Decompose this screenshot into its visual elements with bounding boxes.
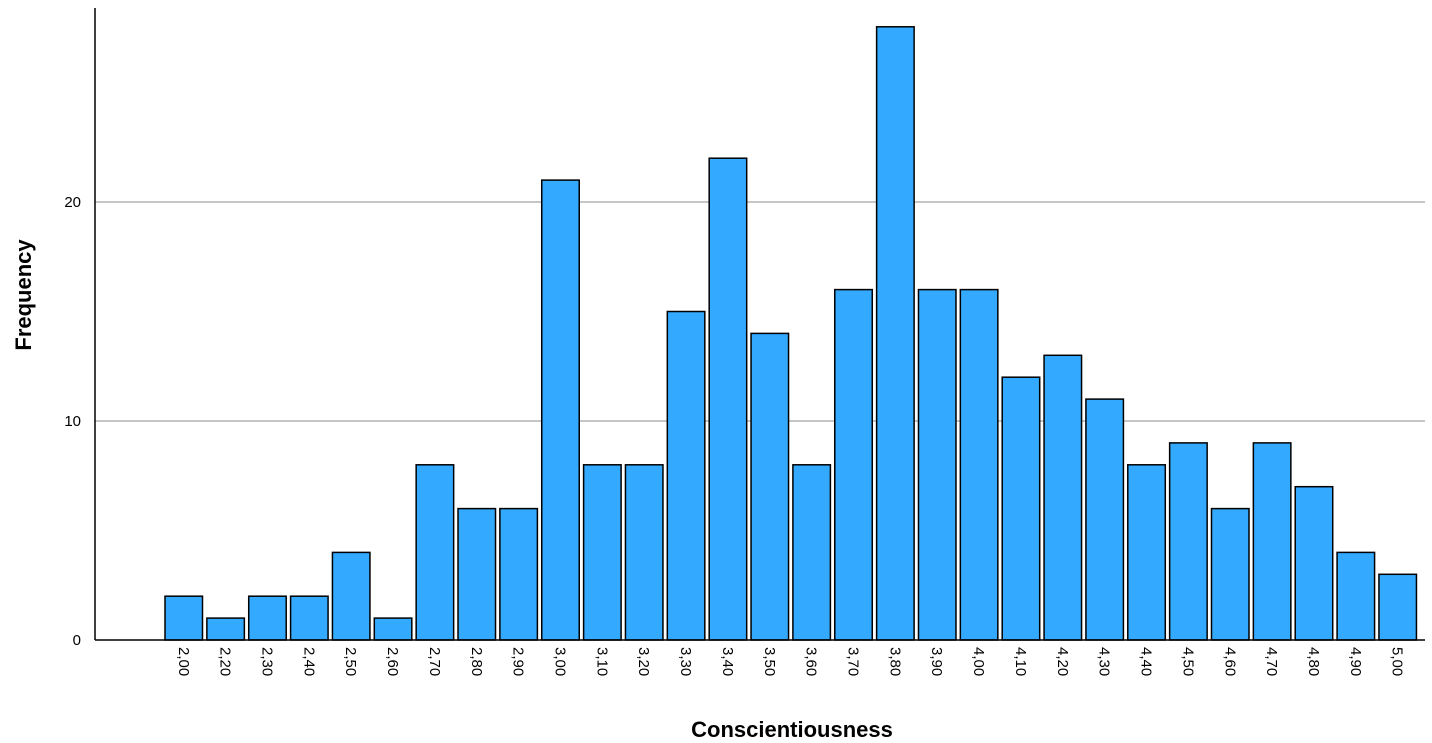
bar-2,20 xyxy=(206,617,246,641)
x-tick-label: 2,40 xyxy=(300,647,317,676)
x-tick-label: 4,60 xyxy=(1221,647,1238,676)
bar-3,40 xyxy=(708,157,748,641)
bar-4,90 xyxy=(1336,551,1376,641)
bar-3,00 xyxy=(540,179,580,641)
y-tick-label: 10 xyxy=(64,413,81,430)
x-tick-label: 3,80 xyxy=(886,647,903,676)
x-tick-label: 2,50 xyxy=(342,647,359,676)
x-tick-label: 3,60 xyxy=(803,647,820,676)
x-tick-label: 4,40 xyxy=(1138,647,1155,676)
x-tick-label: 4,30 xyxy=(1096,647,1113,676)
x-tick-label: 2,60 xyxy=(384,647,401,676)
x-tick-label: 3,10 xyxy=(593,647,610,676)
x-tick-label: 3,90 xyxy=(928,647,945,676)
bars xyxy=(164,26,1418,641)
bar-3,50 xyxy=(750,332,790,641)
x-tick-labels: 2,00 2,20 2,30 2,40 2,50 2,60 2,70 2,80 2,90 3,00… xyxy=(175,647,1406,676)
x-tick-label: 3,30 xyxy=(677,647,694,676)
x-tick-label: 2,00 xyxy=(175,647,192,676)
x-tick-label: 2,30 xyxy=(258,647,275,676)
y-tick-label: 20 xyxy=(64,194,81,211)
bar-2,60 xyxy=(373,617,413,641)
bar-2,70 xyxy=(415,464,455,641)
x-tick-label: 2,90 xyxy=(510,647,527,676)
x-tick-label: 4,20 xyxy=(1054,647,1071,676)
bar-4,20 xyxy=(1043,354,1083,641)
bar-2,50 xyxy=(331,551,371,641)
x-tick-label: 3,40 xyxy=(719,647,736,676)
x-tick-label: 4,10 xyxy=(1012,647,1029,676)
bar-3,80 xyxy=(875,26,915,641)
bar-3,30 xyxy=(666,310,706,641)
bar-2,40 xyxy=(289,595,329,641)
bar-3,10 xyxy=(582,464,622,641)
bar-4,50 xyxy=(1168,442,1208,641)
bar-5,00 xyxy=(1378,573,1418,641)
x-tick-label: 5,00 xyxy=(1389,647,1406,676)
y-tick-label: 0 xyxy=(73,632,81,649)
bar-4,10 xyxy=(1001,376,1041,641)
bar-3,90 xyxy=(917,288,957,641)
x-tick-label: 4,50 xyxy=(1179,647,1196,676)
x-tick-label: 4,70 xyxy=(1263,647,1280,676)
bar-3,20 xyxy=(624,464,664,641)
x-tick-label: 4,00 xyxy=(970,647,987,676)
bar-2,00 xyxy=(164,595,204,641)
x-tick-label: 3,50 xyxy=(761,647,778,676)
x-tick-label: 2,70 xyxy=(426,647,443,676)
bar-3,70 xyxy=(834,288,874,641)
x-tick-label: 3,00 xyxy=(551,647,568,676)
bar-3,60 xyxy=(792,464,832,641)
bar-4,80 xyxy=(1294,485,1334,641)
x-tick-label: 2,80 xyxy=(468,647,485,676)
bar-4,30 xyxy=(1085,398,1125,641)
y-tick-labels: 0 10 20 xyxy=(64,194,81,649)
bar-2,90 xyxy=(499,507,539,641)
y-axis-title: Frequency xyxy=(11,239,36,351)
bar-2,30 xyxy=(247,595,287,641)
x-axis-title: Conscientiousness xyxy=(691,717,893,742)
bar-4,70 xyxy=(1252,442,1292,641)
x-tick-label: 4,90 xyxy=(1347,647,1364,676)
x-tick-label: 3,70 xyxy=(845,647,862,676)
x-tick-label: 3,20 xyxy=(635,647,652,676)
bar-4,00 xyxy=(959,288,999,641)
x-tick-label: 4,80 xyxy=(1305,647,1322,676)
bar-4,60 xyxy=(1210,507,1250,641)
x-tick-label: 2,20 xyxy=(217,647,234,676)
bar-4,40 xyxy=(1127,464,1167,641)
bar-2,80 xyxy=(457,507,497,641)
